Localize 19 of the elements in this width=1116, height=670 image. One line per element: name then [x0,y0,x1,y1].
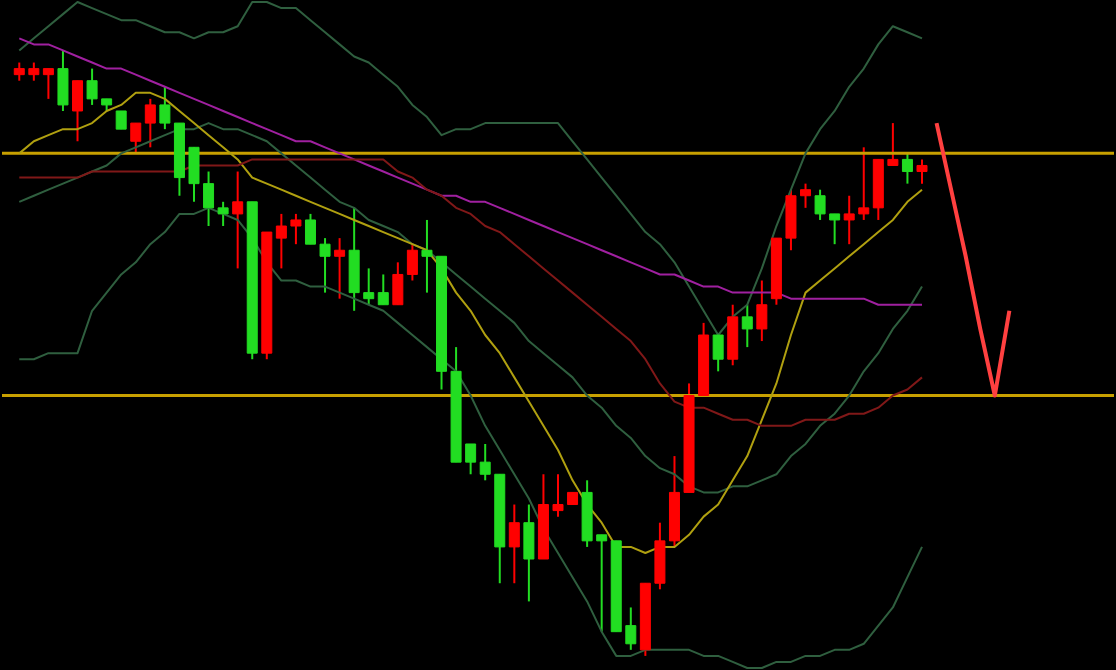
candlestick [712,334,724,373]
candlestick [523,503,535,603]
candlestick [406,243,418,282]
candlestick [42,67,54,100]
candlestick [377,273,389,306]
candlestick [115,109,127,131]
candlestick [756,279,768,343]
candlestick [72,79,84,143]
candlestick [144,97,156,149]
candlestick [901,152,913,185]
candlestick [741,303,753,349]
candlestick [727,303,739,367]
candlestick [508,503,520,585]
candlestick [57,49,69,112]
candlestick [916,158,928,185]
candlestick [392,261,404,306]
candlestick [130,122,142,155]
candlestick [334,237,346,300]
candlestick [232,170,244,270]
